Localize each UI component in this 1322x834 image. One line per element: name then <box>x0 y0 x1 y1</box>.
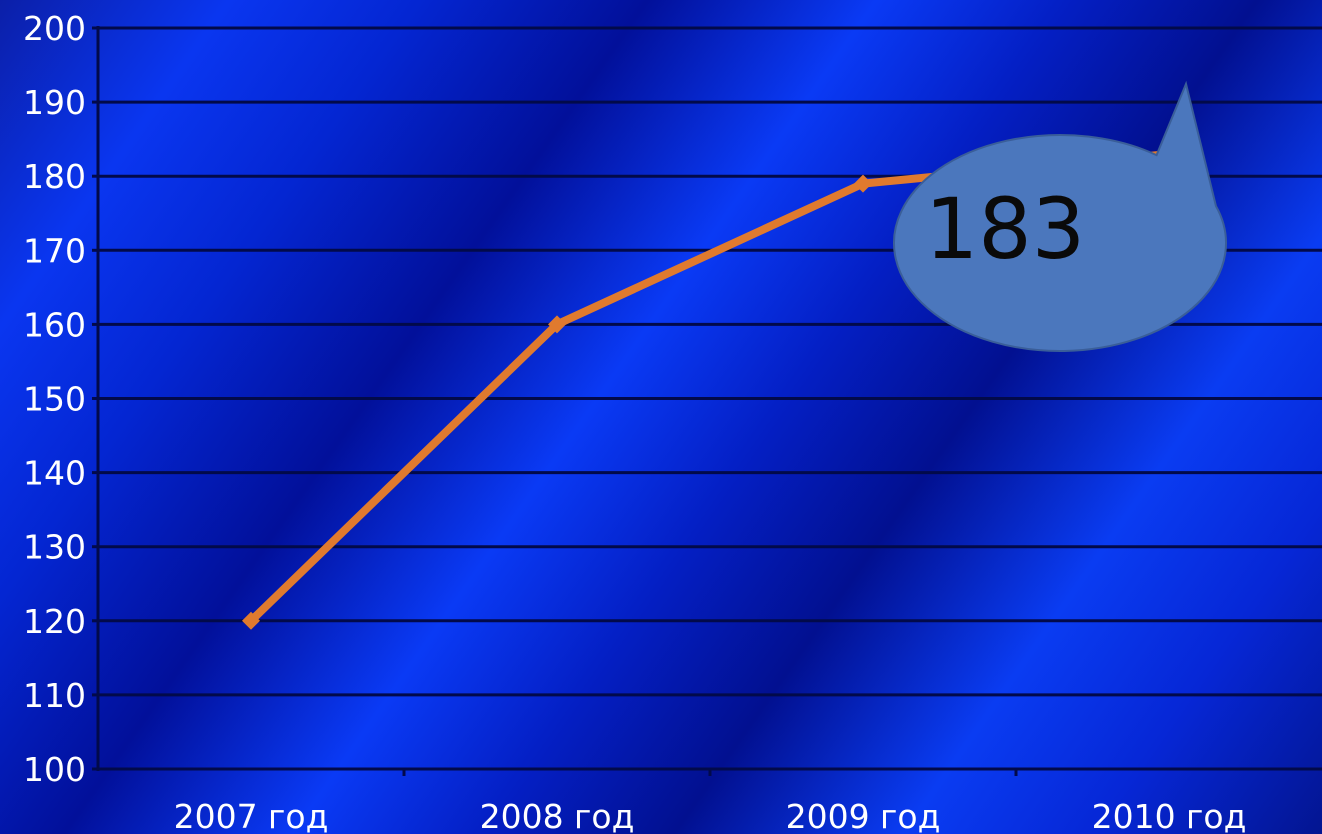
gridlines <box>98 26 1322 697</box>
value-callout: 183 <box>893 80 1227 352</box>
callout-value-label: 183 <box>925 180 1085 278</box>
y-tick-label: 110 <box>23 676 86 715</box>
x-tick-label: 2007 год <box>174 797 329 834</box>
x-tick-label: 2008 год <box>480 797 635 834</box>
y-tick-label: 100 <box>23 750 86 789</box>
y-axis-tick-labels: 100 110 120 130 140 150 160 170 180 190 200 <box>23 9 86 789</box>
x-tick-label: 2009 год <box>786 797 941 834</box>
data-point-marker <box>854 174 872 193</box>
x-axis-tick-labels: 2007 год 2008 год 2009 год 2010 год <box>174 797 1247 834</box>
y-tick-label: 170 <box>23 231 86 270</box>
y-tick-label: 120 <box>23 602 86 641</box>
y-tick-label: 190 <box>23 83 86 122</box>
axes <box>92 26 1322 776</box>
data-point-marker <box>548 315 566 334</box>
y-tick-label: 130 <box>23 528 86 567</box>
x-tick-label: 2010 год <box>1092 797 1247 834</box>
data-point-marker <box>242 611 260 630</box>
speech-bubble-shape <box>893 80 1227 352</box>
y-tick-label: 180 <box>23 157 86 196</box>
y-tick-label: 160 <box>23 305 86 344</box>
y-tick-label: 150 <box>23 380 86 419</box>
y-tick-label: 200 <box>23 9 86 48</box>
y-tick-label: 140 <box>23 454 86 493</box>
